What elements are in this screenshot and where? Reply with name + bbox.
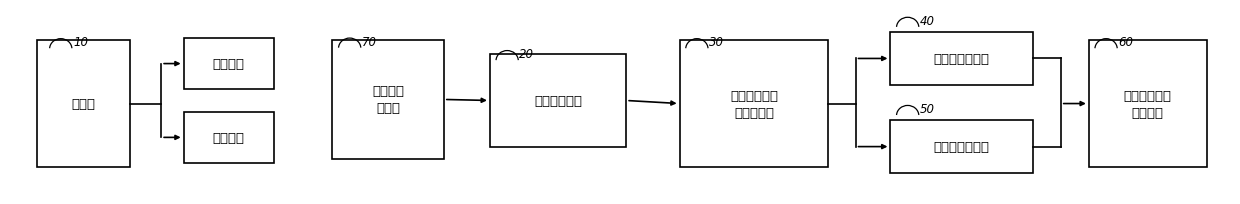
Text: 差分串行数据
生成单元: 差分串行数据 生成单元 [1123, 89, 1172, 119]
Bar [37, 41, 130, 167]
Text: 第二串行寄存器: 第二串行寄存器 [934, 140, 990, 153]
Bar [332, 41, 444, 159]
Text: 第一串行寄存器: 第一串行寄存器 [934, 53, 990, 66]
Text: 20: 20 [520, 48, 534, 61]
Text: 50: 50 [920, 103, 935, 116]
Text: 70: 70 [362, 36, 377, 49]
Bar [680, 41, 828, 167]
Text: 40: 40 [920, 15, 935, 28]
Bar [184, 112, 274, 163]
Text: 数据选择与派
发控制单元: 数据选择与派 发控制单元 [730, 89, 777, 119]
Text: 锁相环: 锁相环 [72, 98, 95, 111]
Text: 第一时钟: 第一时钟 [213, 58, 244, 71]
Text: 60: 60 [1118, 36, 1133, 49]
Bar [890, 33, 1033, 86]
Text: 第二时钟: 第二时钟 [213, 131, 244, 144]
Bar [490, 55, 626, 147]
Bar [890, 120, 1033, 173]
Text: 初始并行
寄存器: 初始并行 寄存器 [372, 85, 404, 115]
Bar [1089, 41, 1207, 167]
Bar [184, 39, 274, 90]
Text: 30: 30 [709, 36, 724, 49]
Text: 并行采样单元: 并行采样单元 [534, 94, 582, 108]
Text: 10: 10 [73, 36, 88, 49]
